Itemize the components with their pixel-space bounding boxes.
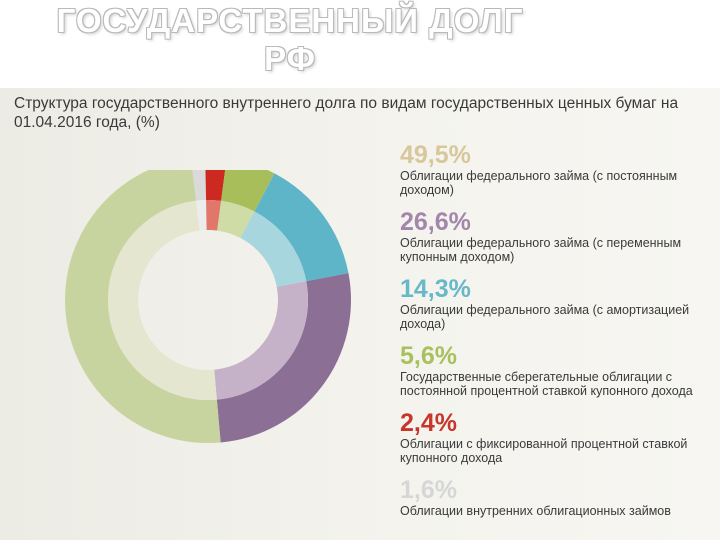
legend-description-1: Облигации федерального займа (с постоянн… [400, 169, 678, 197]
inner-slice-5 [206, 200, 222, 231]
inner-slice-1 [108, 200, 217, 400]
chart-title: Структура государственного внутреннего д… [14, 95, 679, 131]
legend-value-5: 2,4% [400, 409, 457, 437]
inner-slice-4 [217, 200, 255, 239]
outer-ring [65, 170, 351, 443]
legend-description-4: Государственные сберегательные облигации… [400, 370, 693, 398]
slide-title-line-2: РФ [264, 40, 316, 77]
outer-slice-4 [221, 170, 275, 212]
legend-item-1: 49,5% Облигации федерального займа (с пос… [400, 141, 710, 198]
outer-slice-6 [192, 170, 207, 201]
inner-slice-3 [240, 211, 307, 287]
legend-value-6: 1,6% [400, 476, 457, 504]
legend-item-6: 1,6% Облигации внутренних облигационных з… [400, 476, 710, 519]
legend-value-4: 5,6% [400, 342, 457, 370]
legend-description-3: Облигации федерального займа (с амортиза… [400, 303, 690, 331]
donut-chart [65, 170, 351, 443]
inner-slice-6 [196, 200, 207, 231]
legend-item-4: 5,6% Государственные сберегательные облиг… [400, 342, 710, 399]
slide-title-line-1: ГОСУДАРСТВЕННЫЙ ДОЛГ [56, 2, 524, 39]
outer-slice-3 [254, 173, 349, 282]
legend-description-5: Облигации с фиксированной процентной ста… [400, 437, 688, 465]
legend-value-1: 49,5% [400, 141, 471, 169]
legend-description-2: Облигации федерального займа (с переменн… [400, 236, 682, 264]
outer-slice-5 [205, 170, 226, 201]
legend-item-3: 14,3% Облигации федерального займа (с амо… [400, 275, 710, 332]
outer-slice-1 [65, 170, 221, 443]
legend-description-6: Облигации внутренних облигационных займо… [400, 504, 671, 518]
legend-value-3: 14,3% [400, 275, 471, 303]
inner-ring [108, 200, 308, 400]
legend-value-2: 26,6% [400, 208, 471, 236]
chart-legend: 49,5% Облигации федерального займа (с пос… [400, 141, 710, 519]
legend-item-5: 2,4% Облигации с фиксированной процентной… [400, 409, 710, 466]
outer-slice-2 [216, 273, 351, 443]
inner-slice-2 [214, 281, 308, 400]
legend-item-2: 26,6% Облигации федерального займа (с пер… [400, 208, 710, 265]
